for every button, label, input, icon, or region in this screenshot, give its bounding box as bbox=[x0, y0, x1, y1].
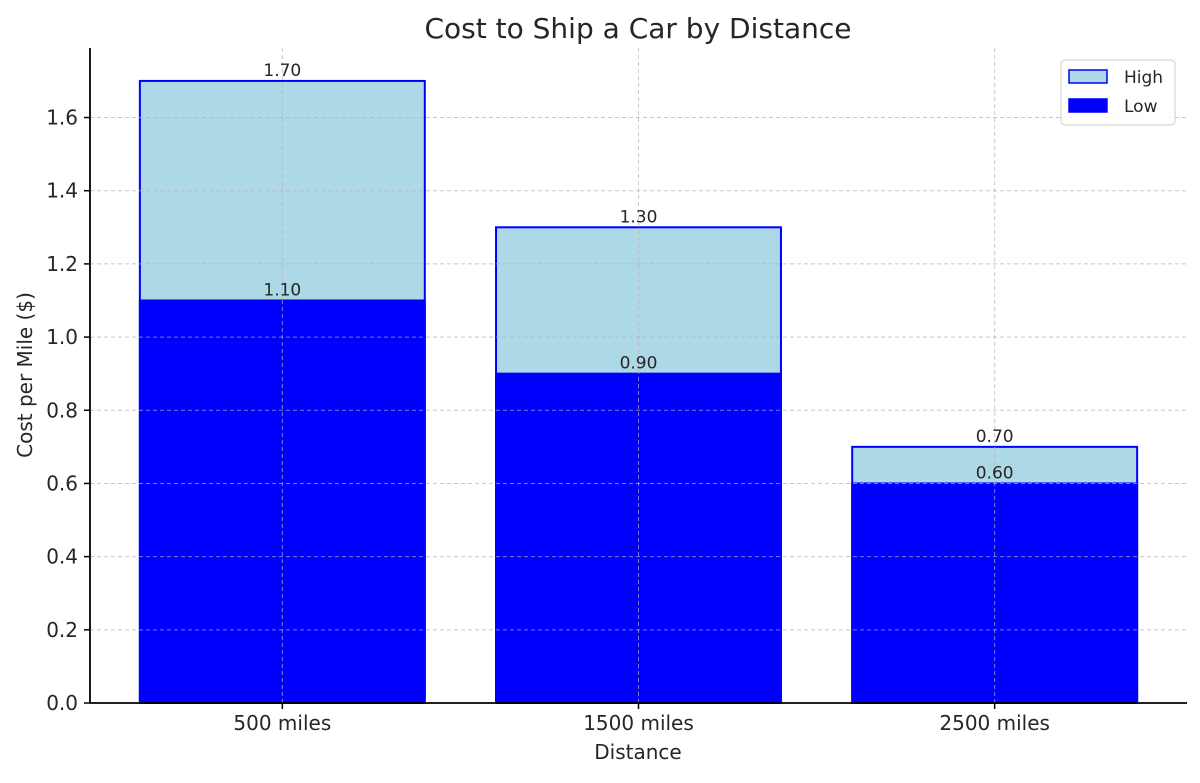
x-tick-label: 500 miles bbox=[233, 711, 331, 735]
y-tick-label: 0.4 bbox=[46, 545, 78, 569]
data-label-high-1: 1.30 bbox=[620, 207, 658, 227]
legend-swatch-low bbox=[1068, 98, 1108, 113]
y-tick-label: 1.6 bbox=[46, 106, 78, 130]
legend-label-high: High bbox=[1124, 68, 1163, 88]
bar-low-2 bbox=[851, 482, 1139, 704]
bar-low-0 bbox=[138, 299, 426, 704]
legend: High Low bbox=[1060, 59, 1176, 126]
y-tick-label: 0.8 bbox=[46, 398, 78, 422]
data-label-high-0: 1.70 bbox=[263, 61, 301, 81]
x-tick-label: 2500 miles bbox=[939, 711, 1050, 735]
chart-title: Cost to Ship a Car by Distance bbox=[425, 12, 852, 45]
data-label-low-2: 0.60 bbox=[976, 463, 1014, 483]
y-tick-label: 1.0 bbox=[46, 325, 78, 349]
data-label-low-1: 0.90 bbox=[620, 354, 658, 374]
y-tick-label: 0.2 bbox=[46, 618, 78, 642]
data-label-low-0: 1.10 bbox=[263, 280, 301, 300]
y-tick-label: 1.2 bbox=[46, 252, 78, 276]
legend-label-low: Low bbox=[1124, 97, 1158, 117]
y-tick-label: 0.6 bbox=[46, 471, 78, 495]
data-label-high-2: 0.70 bbox=[976, 427, 1014, 447]
y-axis-label: Cost per Mile ($) bbox=[13, 292, 37, 458]
y-tick-label: 0.0 bbox=[46, 691, 78, 715]
x-tick-label: 1500 miles bbox=[583, 711, 694, 735]
x-axis-label: Distance bbox=[594, 740, 681, 764]
legend-swatch-high bbox=[1068, 69, 1108, 84]
y-tick-label: 1.4 bbox=[46, 179, 78, 203]
